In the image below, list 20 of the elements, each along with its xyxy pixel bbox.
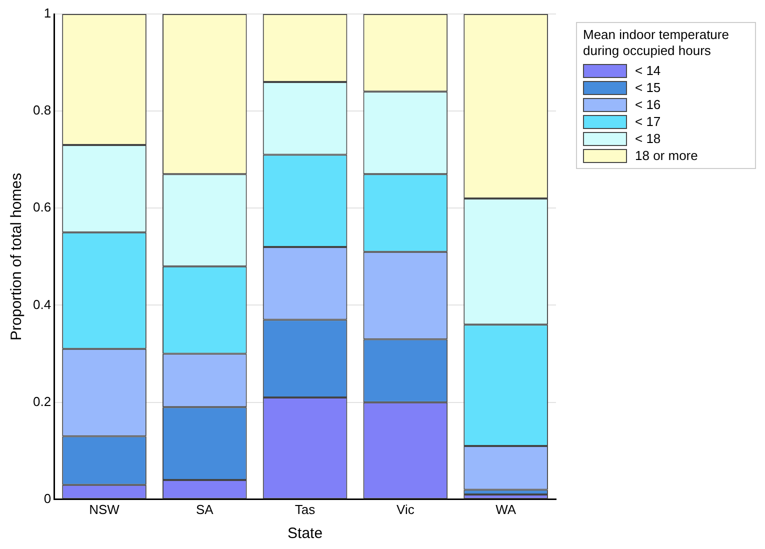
x-tick-label: SA <box>196 502 214 517</box>
x-tick-label: Tas <box>294 502 316 517</box>
legend-label: < 18 <box>635 131 661 146</box>
x-axis-title: State <box>288 525 323 542</box>
y-tick-label: 1 <box>44 6 52 21</box>
legend-title: Mean indoor temperature during occupied hours <box>583 27 730 59</box>
legend-label: < 14 <box>635 63 661 78</box>
y-tick-label: 0.4 <box>32 296 52 312</box>
legend-label: < 15 <box>635 80 661 95</box>
y-tick-label: 0 <box>44 490 52 506</box>
x-tick-label: WA <box>496 502 516 517</box>
x-tick-label: NSW <box>89 502 120 517</box>
y-tick-label: 0.8 <box>32 102 52 118</box>
y-tick-label: 0.2 <box>32 394 52 409</box>
legend-label: < 17 <box>635 114 661 129</box>
x-tick-label: Vic <box>396 502 415 517</box>
y-tick-label: 0.6 <box>32 200 52 215</box>
legend-label: < 16 <box>635 97 661 112</box>
legend-label: 18 or more <box>635 148 698 163</box>
y-axis-title: Proportion of total homes <box>8 172 26 340</box>
